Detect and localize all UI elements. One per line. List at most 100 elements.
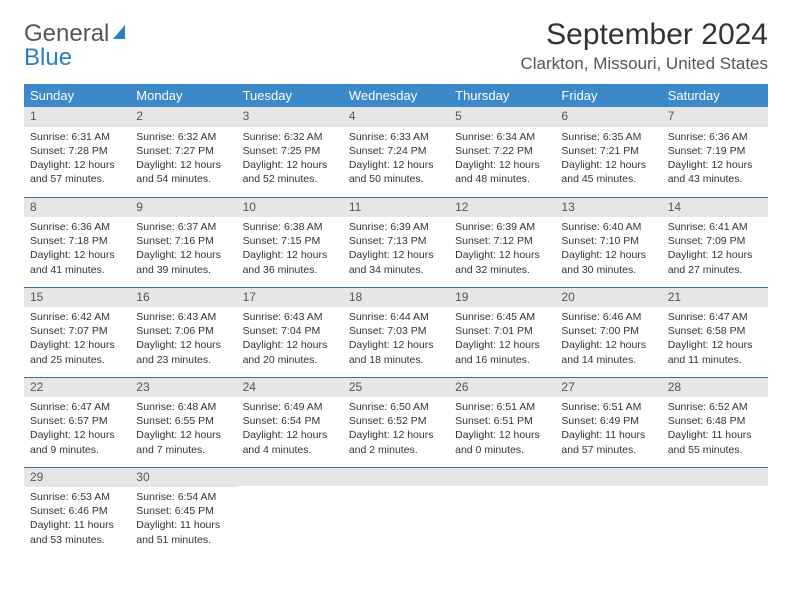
calendar-cell: 12Sunrise: 6:39 AMSunset: 7:12 PMDayligh… — [449, 197, 555, 287]
sunrise-line: Sunrise: 6:50 AM — [349, 400, 443, 414]
sunset-line: Sunset: 7:25 PM — [243, 144, 337, 158]
calendar-cell: 9Sunrise: 6:37 AMSunset: 7:16 PMDaylight… — [130, 197, 236, 287]
day-number: 12 — [449, 198, 555, 218]
sunset-line: Sunset: 7:16 PM — [136, 234, 230, 248]
sunset-line: Sunset: 7:12 PM — [455, 234, 549, 248]
empty-day-bar — [237, 468, 343, 486]
sunset-line: Sunset: 7:21 PM — [561, 144, 655, 158]
day-number: 7 — [662, 107, 768, 127]
title-block: September 2024 Clarkton, Missouri, Unite… — [520, 18, 768, 74]
day-number: 15 — [24, 288, 130, 308]
sunset-line: Sunset: 7:18 PM — [30, 234, 124, 248]
day-number: 8 — [24, 198, 130, 218]
day-number: 25 — [343, 378, 449, 398]
calendar-cell: 3Sunrise: 6:32 AMSunset: 7:25 PMDaylight… — [237, 107, 343, 197]
daylight-line: Daylight: 12 hours and 57 minutes. — [30, 158, 124, 186]
day-number: 22 — [24, 378, 130, 398]
day-details: Sunrise: 6:51 AMSunset: 6:49 PMDaylight:… — [555, 397, 661, 461]
calendar-cell: 28Sunrise: 6:52 AMSunset: 6:48 PMDayligh… — [662, 377, 768, 467]
daylight-line: Daylight: 12 hours and 52 minutes. — [243, 158, 337, 186]
calendar-cell: 25Sunrise: 6:50 AMSunset: 6:52 PMDayligh… — [343, 377, 449, 467]
day-header: Saturday — [662, 84, 768, 107]
daylight-line: Daylight: 12 hours and 20 minutes. — [243, 338, 337, 366]
sunrise-line: Sunrise: 6:43 AM — [243, 310, 337, 324]
header-row: General Blue September 2024 Clarkton, Mi… — [24, 18, 768, 74]
day-header: Tuesday — [237, 84, 343, 107]
daylight-line: Daylight: 11 hours and 53 minutes. — [30, 518, 124, 546]
day-details: Sunrise: 6:43 AMSunset: 7:04 PMDaylight:… — [237, 307, 343, 371]
sunrise-line: Sunrise: 6:47 AM — [30, 400, 124, 414]
brand-logo: General Blue — [24, 18, 131, 70]
day-number: 2 — [130, 107, 236, 127]
sunrise-line: Sunrise: 6:40 AM — [561, 220, 655, 234]
sunset-line: Sunset: 6:46 PM — [30, 504, 124, 518]
sunrise-line: Sunrise: 6:36 AM — [668, 130, 762, 144]
calendar-cell: 8Sunrise: 6:36 AMSunset: 7:18 PMDaylight… — [24, 197, 130, 287]
day-number: 1 — [24, 107, 130, 127]
day-details: Sunrise: 6:36 AMSunset: 7:19 PMDaylight:… — [662, 127, 768, 191]
calendar-cell: 16Sunrise: 6:43 AMSunset: 7:06 PMDayligh… — [130, 287, 236, 377]
daylight-line: Daylight: 12 hours and 45 minutes. — [561, 158, 655, 186]
sunset-line: Sunset: 7:15 PM — [243, 234, 337, 248]
day-number: 16 — [130, 288, 236, 308]
daylight-line: Daylight: 11 hours and 55 minutes. — [668, 428, 762, 456]
sunset-line: Sunset: 6:52 PM — [349, 414, 443, 428]
calendar-cell: 18Sunrise: 6:44 AMSunset: 7:03 PMDayligh… — [343, 287, 449, 377]
sunrise-line: Sunrise: 6:34 AM — [455, 130, 549, 144]
sunrise-line: Sunrise: 6:48 AM — [136, 400, 230, 414]
day-details: Sunrise: 6:47 AMSunset: 6:57 PMDaylight:… — [24, 397, 130, 461]
daylight-line: Daylight: 12 hours and 11 minutes. — [668, 338, 762, 366]
day-details: Sunrise: 6:48 AMSunset: 6:55 PMDaylight:… — [130, 397, 236, 461]
empty-day-bar — [449, 468, 555, 486]
sunrise-line: Sunrise: 6:45 AM — [455, 310, 549, 324]
calendar-head: SundayMondayTuesdayWednesdayThursdayFrid… — [24, 84, 768, 107]
sunrise-line: Sunrise: 6:38 AM — [243, 220, 337, 234]
day-number: 26 — [449, 378, 555, 398]
day-details: Sunrise: 6:51 AMSunset: 6:51 PMDaylight:… — [449, 397, 555, 461]
sunset-line: Sunset: 6:51 PM — [455, 414, 549, 428]
day-details: Sunrise: 6:39 AMSunset: 7:12 PMDaylight:… — [449, 217, 555, 281]
day-details: Sunrise: 6:34 AMSunset: 7:22 PMDaylight:… — [449, 127, 555, 191]
day-header: Thursday — [449, 84, 555, 107]
day-details: Sunrise: 6:45 AMSunset: 7:01 PMDaylight:… — [449, 307, 555, 371]
calendar-cell: 19Sunrise: 6:45 AMSunset: 7:01 PMDayligh… — [449, 287, 555, 377]
daylight-line: Daylight: 12 hours and 41 minutes. — [30, 248, 124, 276]
day-number: 5 — [449, 107, 555, 127]
sunset-line: Sunset: 6:49 PM — [561, 414, 655, 428]
day-number: 10 — [237, 198, 343, 218]
day-details: Sunrise: 6:46 AMSunset: 7:00 PMDaylight:… — [555, 307, 661, 371]
sunrise-line: Sunrise: 6:39 AM — [455, 220, 549, 234]
daylight-line: Daylight: 12 hours and 39 minutes. — [136, 248, 230, 276]
daylight-line: Daylight: 12 hours and 14 minutes. — [561, 338, 655, 366]
daylight-line: Daylight: 12 hours and 0 minutes. — [455, 428, 549, 456]
calendar-cell: 1Sunrise: 6:31 AMSunset: 7:28 PMDaylight… — [24, 107, 130, 197]
sunrise-line: Sunrise: 6:46 AM — [561, 310, 655, 324]
day-number: 4 — [343, 107, 449, 127]
sunset-line: Sunset: 6:57 PM — [30, 414, 124, 428]
day-details: Sunrise: 6:50 AMSunset: 6:52 PMDaylight:… — [343, 397, 449, 461]
day-number: 13 — [555, 198, 661, 218]
day-details: Sunrise: 6:43 AMSunset: 7:06 PMDaylight:… — [130, 307, 236, 371]
day-number: 24 — [237, 378, 343, 398]
daylight-line: Daylight: 12 hours and 4 minutes. — [243, 428, 337, 456]
calendar-cell: 4Sunrise: 6:33 AMSunset: 7:24 PMDaylight… — [343, 107, 449, 197]
day-header-row: SundayMondayTuesdayWednesdayThursdayFrid… — [24, 84, 768, 107]
sunrise-line: Sunrise: 6:49 AM — [243, 400, 337, 414]
calendar-page: General Blue September 2024 Clarkton, Mi… — [0, 0, 792, 557]
empty-day-bar — [662, 468, 768, 486]
sunset-line: Sunset: 6:54 PM — [243, 414, 337, 428]
sunset-line: Sunset: 7:04 PM — [243, 324, 337, 338]
day-number: 11 — [343, 198, 449, 218]
day-number: 17 — [237, 288, 343, 308]
day-number: 21 — [662, 288, 768, 308]
day-number: 9 — [130, 198, 236, 218]
day-details: Sunrise: 6:52 AMSunset: 6:48 PMDaylight:… — [662, 397, 768, 461]
day-number: 29 — [24, 468, 130, 488]
calendar-cell: 29Sunrise: 6:53 AMSunset: 6:46 PMDayligh… — [24, 467, 130, 557]
sunset-line: Sunset: 7:27 PM — [136, 144, 230, 158]
day-header: Monday — [130, 84, 236, 107]
day-header: Wednesday — [343, 84, 449, 107]
sunset-line: Sunset: 7:24 PM — [349, 144, 443, 158]
month-title: September 2024 — [520, 18, 768, 52]
daylight-line: Daylight: 12 hours and 30 minutes. — [561, 248, 655, 276]
